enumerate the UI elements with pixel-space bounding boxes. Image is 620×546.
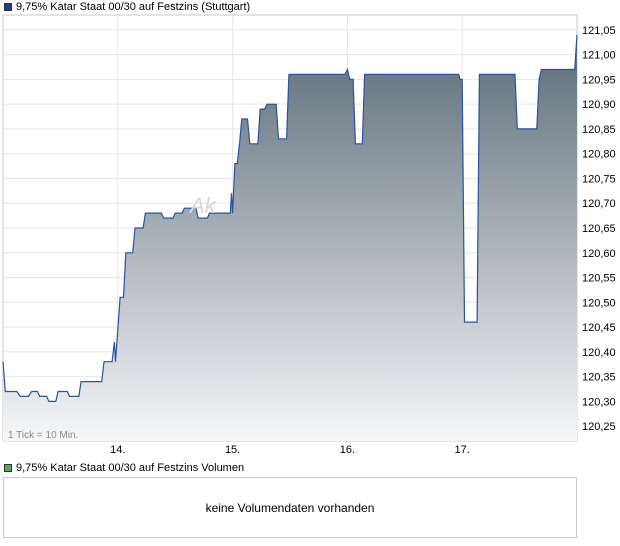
y-tick-label: 121,00 — [582, 50, 616, 62]
tick-interval-note: 1 Tick = 10 Min. — [8, 430, 78, 441]
watermark-text: Ak — [188, 193, 217, 218]
price-series-line — [2, 34, 578, 402]
price-series-swatch — [4, 3, 12, 11]
y-tick-label: 120,55 — [582, 273, 616, 285]
y-tick-label: 120,30 — [582, 396, 616, 408]
x-tick-label: 15. — [225, 444, 240, 456]
y-tick-label: 120,60 — [582, 248, 616, 260]
price-chart: Ak 121,05121,00120,95120,90120,85120,801… — [2, 14, 616, 456]
volume-series-swatch — [4, 464, 12, 472]
volume-chart-panel: keine Volumendaten vorhanden — [3, 477, 577, 538]
y-tick-label: 120,95 — [582, 74, 616, 86]
x-tick-label: 17. — [455, 444, 470, 456]
x-axis: 14. 15. 16. 17. — [110, 444, 470, 456]
x-tick-label: 14. — [110, 444, 125, 456]
y-tick-label: 120,85 — [582, 124, 616, 136]
y-tick-label: 120,45 — [582, 322, 616, 334]
y-tick-label: 120,75 — [582, 173, 616, 185]
y-axis: 121,05 121,00 120,95 120,90 120,85 120,80 120,… — [582, 25, 616, 433]
volume-chart-legend: 9,75% Katar Staat 00/30 auf Festzins Vol… — [4, 461, 244, 475]
y-tick-label: 120,90 — [582, 99, 616, 111]
volume-chart-legend-text: 9,75% Katar Staat 00/30 auf Festzins Vol… — [16, 462, 245, 474]
no-volume-message: keine Volumendaten vorhanden — [205, 500, 375, 515]
y-tick-label: 120,65 — [582, 223, 616, 235]
y-tick-label: 120,35 — [582, 372, 616, 384]
price-chart-legend-text: 9,75% Katar Staat 00/30 auf Festzins (St… — [16, 1, 251, 13]
y-tick-label: 120,70 — [582, 198, 616, 210]
y-tick-label: 120,50 — [582, 297, 616, 309]
y-tick-label: 120,80 — [582, 149, 616, 161]
x-tick-label: 16. — [340, 444, 355, 456]
price-chart-legend: 9,75% Katar Staat 00/30 auf Festzins (St… — [4, 0, 250, 14]
y-tick-label: 121,05 — [582, 25, 616, 37]
y-tick-label: 120,25 — [582, 421, 616, 433]
y-tick-label: 120,40 — [582, 347, 616, 359]
price-area-fill — [3, 34, 577, 442]
